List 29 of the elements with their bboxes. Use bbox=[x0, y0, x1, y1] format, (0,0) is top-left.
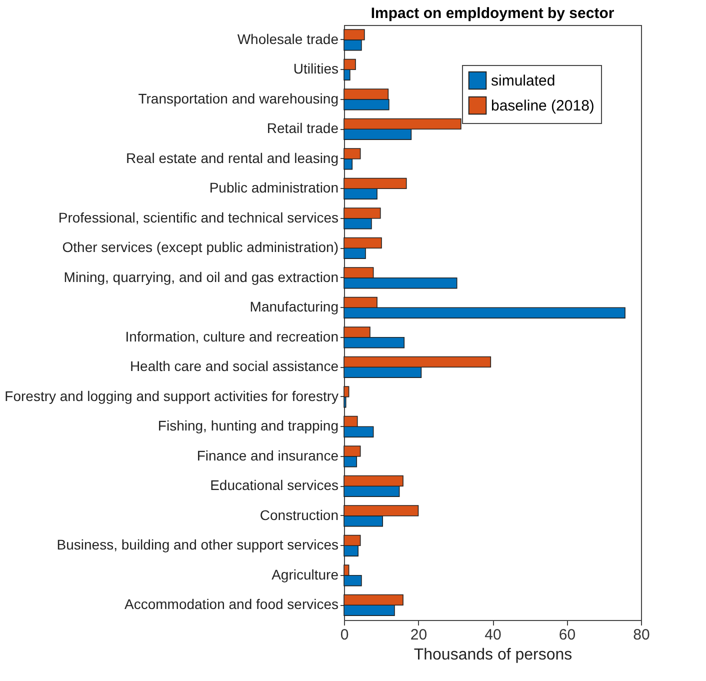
legend-label: simulated bbox=[491, 72, 556, 90]
y-tick-label: Transportation and warehousing bbox=[138, 90, 338, 106]
y-tick-label: Accommodation and food services bbox=[124, 596, 338, 612]
y-tick-label: Wholesale trade bbox=[237, 30, 339, 47]
x-tick-label: 20 bbox=[410, 626, 428, 644]
x-tick-label: 40 bbox=[484, 626, 502, 644]
y-tick-label: Professional, scientific and technical services bbox=[58, 209, 338, 226]
chart-title: Impact on empldoyment by sector bbox=[370, 5, 614, 22]
y-tick-label: Real estate and rental and leasing bbox=[126, 150, 338, 166]
x-tick-label: 60 bbox=[558, 626, 576, 644]
y-tick-label: Retail trade bbox=[266, 120, 339, 136]
y-tick-label: Utilities bbox=[293, 60, 338, 77]
y-tick-label: Construction bbox=[260, 506, 338, 523]
y-tick-label: Information, culture and recreation bbox=[125, 328, 338, 344]
y-tick-label: Forestry and logging and support activities for forestry bbox=[4, 388, 338, 404]
y-tick-label: Agriculture bbox=[272, 566, 339, 582]
y-tick-label: Finance and insurance bbox=[196, 447, 339, 464]
x-tick-label: 80 bbox=[633, 626, 650, 644]
x-axis-title: Thousands of persons bbox=[414, 646, 572, 664]
y-tick-label: Business, building and other support services bbox=[56, 536, 338, 553]
y-tick-label: Mining, quarrying, and oil and gas extraction bbox=[64, 268, 338, 285]
y-tick-label: Public administration bbox=[209, 180, 338, 196]
y-tick-label: Manufacturing bbox=[250, 298, 338, 315]
y-tick-label: Other services (except public administration) bbox=[62, 239, 338, 256]
x-tick-label: 0 bbox=[340, 626, 349, 644]
y-tick-label: Health care and social assistance bbox=[130, 358, 339, 374]
y-tick-label: Educational services bbox=[210, 477, 338, 494]
legend-label: baseline (2018) bbox=[491, 98, 594, 114]
y-tick-label: Fishing, hunting and trapping bbox=[158, 418, 338, 434]
